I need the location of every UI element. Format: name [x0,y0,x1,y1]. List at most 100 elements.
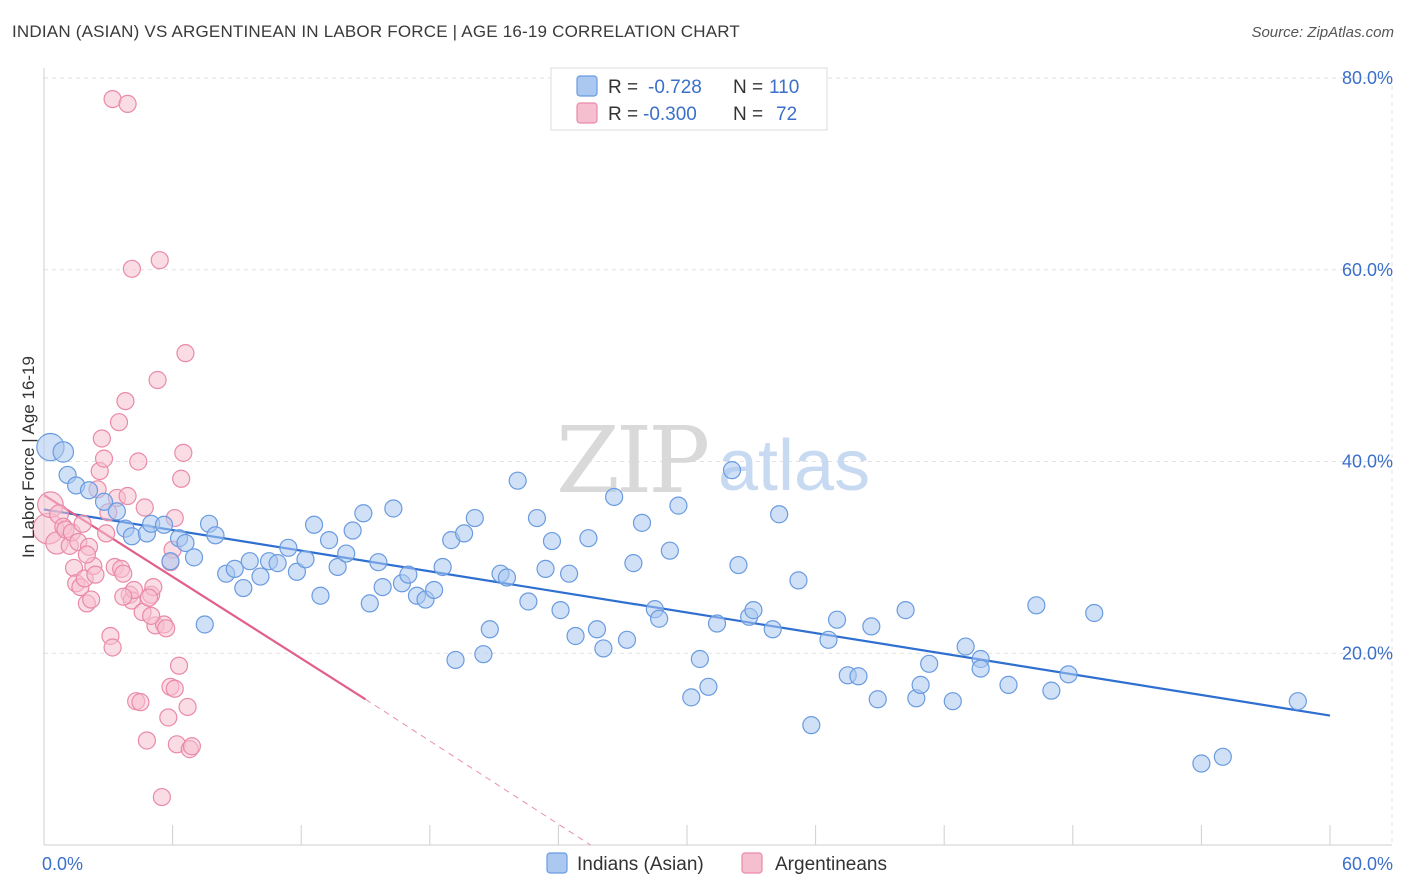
legend-n-label-1: N = [733,77,763,98]
argentinean-point [114,564,133,583]
indian-point [956,637,975,656]
argentinean-point [131,693,150,712]
indian-point [433,557,452,577]
argentineans-trend-line [43,494,367,701]
source-label: Source: ZipAtlas.com [1251,24,1394,41]
argentinean-point [139,588,159,607]
bottom-swatch-argentineans [741,852,763,874]
indian-point [819,630,838,649]
indian-point [176,533,195,553]
indian-point [527,508,547,528]
indian-point [195,615,214,634]
indian-point [617,630,637,649]
indian-point [943,692,962,711]
argentinean-point [103,89,122,109]
y-axis-label: In Labor Force | Age 16-19 [19,356,38,558]
indian-point [579,529,598,548]
watermark-zip: ZIP [556,407,707,514]
indian-point [296,550,315,569]
argentinean-point [86,565,105,584]
legend-swatch-indians [576,75,598,97]
legend-n-value-2: 72 [776,104,797,125]
indian-point [311,586,330,605]
legend-n-label-2: N = [733,104,763,125]
argentinean-point [169,656,189,675]
indian-point [690,649,709,669]
indians-trend-line [43,508,1331,717]
indian-point [770,505,789,524]
indian-point [802,716,821,735]
indian-point [161,552,180,571]
indian-point [707,614,727,633]
argentineans-trend-extension [365,698,591,846]
argentinean-point [94,449,114,468]
indian-point [268,554,287,573]
argentinean-point [159,708,178,727]
argentinean-point [118,94,137,113]
indian-point [920,654,939,673]
indian-point [287,562,307,581]
indian-point [1288,692,1307,711]
argentinean-point [82,590,101,609]
y-tick-labels: 20.0% 40.0% 60.0% 80.0% [1342,68,1393,663]
indian-point [789,571,808,590]
indian-point [650,609,669,628]
indian-point [999,675,1018,694]
indian-point [699,677,718,696]
argentinean-point [152,787,171,807]
indian-point [560,564,579,583]
indian-point [354,504,373,523]
indian-point [722,461,742,480]
indian-point [587,620,607,639]
argentinean-point [103,638,122,657]
watermark-atlas: atlas [718,426,870,506]
argentinean-point [165,679,184,698]
indian-point [729,555,748,575]
indian-point [240,552,259,571]
indian-point [122,527,141,546]
argentinean-point [77,545,96,564]
indian-point [184,548,204,567]
legend-swatch-argentineans [576,102,598,124]
trend-lines [43,494,1331,846]
indian-point [446,650,465,670]
stats-legend: R = -0.728 N = 110 R = -0.300 N = 72 [550,67,828,131]
y-tick-label-1: 40.0% [1342,452,1393,472]
indian-point [360,594,379,613]
indian-point [369,553,388,572]
indian-point [1085,603,1104,623]
indian-point [304,515,324,534]
indian-point [624,554,643,573]
argentinean-point [114,587,133,606]
indian-point [669,496,688,515]
indian-point [1027,596,1046,615]
argentinean-point [129,452,148,471]
y-tick-label-2: 60.0% [1342,260,1393,280]
bottom-swatch-indians [546,852,568,874]
indian-point [1059,665,1078,684]
indian-point [399,565,418,584]
bottom-legend-argentineans: Argentineans [775,854,887,875]
legend-r-value-1: -0.728 [648,77,702,98]
indian-point [508,471,527,490]
legend-r-label-1: R = [608,77,638,98]
indian-point [868,690,887,709]
argentinean-point [92,429,111,448]
indians-points [36,432,1307,773]
indian-point [763,620,782,639]
indian-point [343,521,362,540]
argentinean-point [137,731,156,750]
indian-point [632,513,652,532]
indian-point [605,487,624,507]
indian-point [454,524,474,543]
indian-point [849,667,868,686]
indian-point [465,508,484,528]
indian-point [234,578,253,598]
indian-point [225,559,244,578]
indian-point [251,567,270,586]
indian-point [497,568,517,587]
indian-point [1192,754,1211,773]
indian-point [206,526,225,545]
indian-point [94,492,114,511]
indian-point [337,544,356,563]
